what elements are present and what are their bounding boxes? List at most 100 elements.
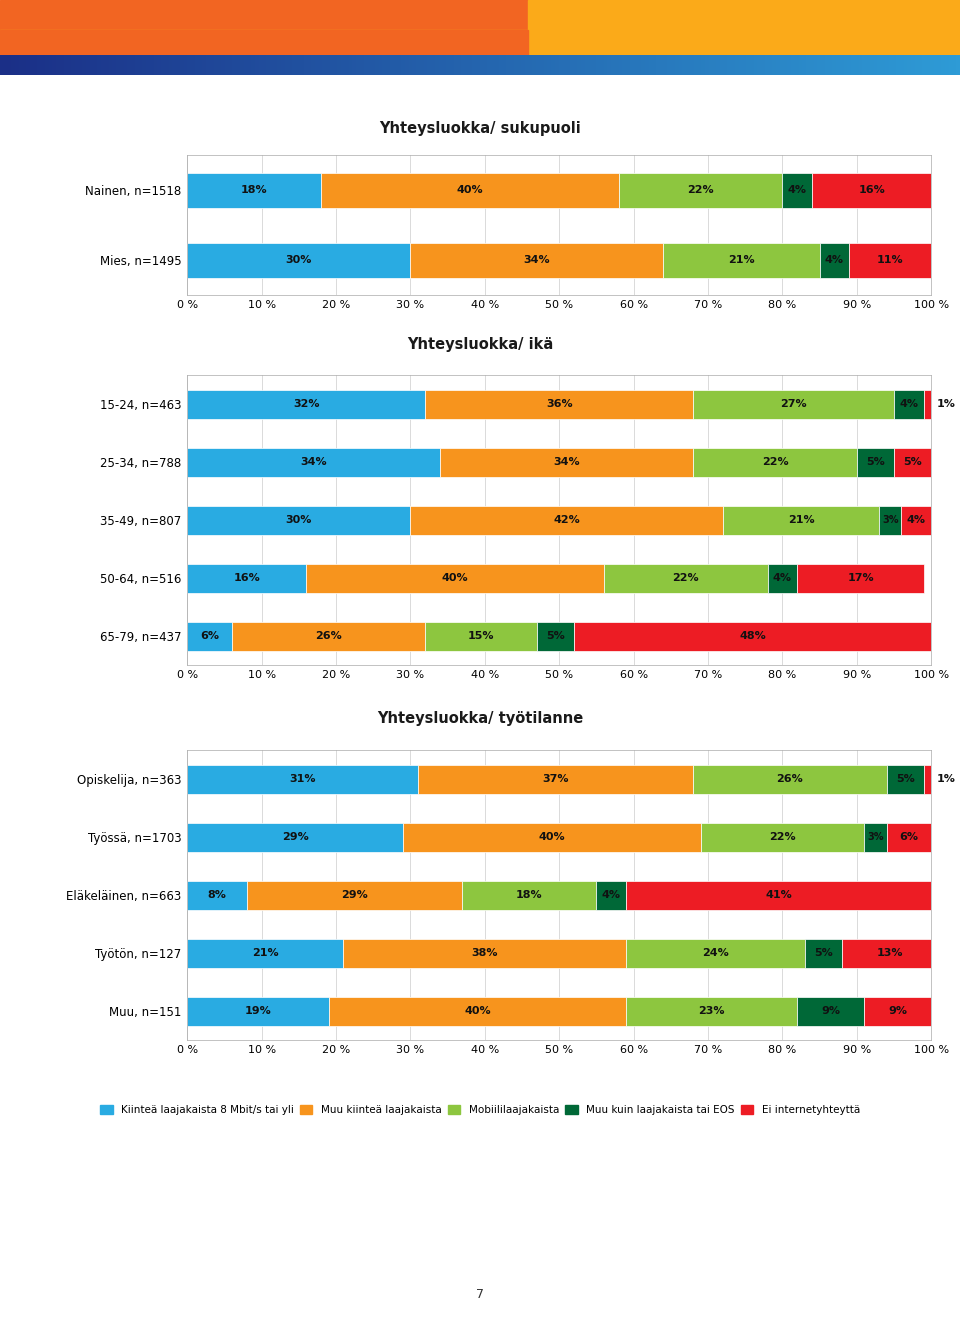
Text: Yhteysluokka/ sukupuoli: Yhteysluokka/ sukupuoli xyxy=(379,121,581,135)
Bar xyxy=(701,823,864,851)
Text: 48%: 48% xyxy=(739,631,766,641)
Text: 22%: 22% xyxy=(769,832,796,842)
Text: 23%: 23% xyxy=(699,1006,725,1016)
Text: Yhteysluokka/ ikä: Yhteysluokka/ ikä xyxy=(407,338,553,352)
Bar xyxy=(768,564,797,592)
Bar xyxy=(596,880,626,910)
Text: 32%: 32% xyxy=(293,399,320,409)
Text: 16%: 16% xyxy=(233,574,260,583)
Text: 1%: 1% xyxy=(937,775,956,784)
Text: 6%: 6% xyxy=(900,832,919,842)
Text: 5%: 5% xyxy=(866,457,885,468)
Bar xyxy=(604,564,767,592)
Text: 27%: 27% xyxy=(780,399,806,409)
Text: 22%: 22% xyxy=(672,574,699,583)
Bar xyxy=(0,31,528,55)
Bar xyxy=(187,765,418,793)
Bar xyxy=(306,564,604,592)
Text: 11%: 11% xyxy=(877,255,903,265)
Bar xyxy=(187,823,403,851)
Text: 4%: 4% xyxy=(602,890,621,900)
Legend: Kiinteä laajakaista 8 Mbit/s tai yli, Muu kiinteä laajakaista, Mobiililaajakaist: Kiinteä laajakaista 8 Mbit/s tai yli, Mu… xyxy=(100,1106,860,1115)
Bar xyxy=(440,448,693,477)
Bar xyxy=(425,622,537,650)
Bar xyxy=(693,390,894,418)
Text: 3%: 3% xyxy=(882,515,899,525)
Bar xyxy=(879,505,901,535)
Text: 5%: 5% xyxy=(814,947,832,958)
Text: 21%: 21% xyxy=(252,947,278,958)
Text: 29%: 29% xyxy=(341,890,368,900)
Bar xyxy=(321,173,619,208)
Bar xyxy=(187,173,321,208)
Text: 4%: 4% xyxy=(900,399,919,409)
Text: 21%: 21% xyxy=(788,515,814,525)
Bar xyxy=(693,765,886,793)
Text: 30%: 30% xyxy=(286,255,312,265)
Bar xyxy=(528,0,960,55)
Bar xyxy=(782,173,812,208)
Bar xyxy=(574,622,931,650)
Text: 22%: 22% xyxy=(687,185,714,196)
Bar xyxy=(344,938,626,967)
Bar xyxy=(187,505,411,535)
Text: 3%: 3% xyxy=(867,832,883,842)
Bar xyxy=(0,31,960,55)
Bar xyxy=(418,765,693,793)
Text: 34%: 34% xyxy=(523,255,550,265)
Bar xyxy=(894,448,931,477)
Bar xyxy=(626,938,804,967)
Bar xyxy=(411,243,663,277)
Bar xyxy=(187,938,344,967)
Text: 40%: 40% xyxy=(464,1006,491,1016)
Bar xyxy=(403,823,701,851)
Text: 26%: 26% xyxy=(777,775,804,784)
Text: 40%: 40% xyxy=(539,832,565,842)
Bar xyxy=(247,880,463,910)
Text: 18%: 18% xyxy=(241,185,268,196)
Text: 18%: 18% xyxy=(516,890,542,900)
Text: 1%: 1% xyxy=(937,399,956,409)
Text: 40%: 40% xyxy=(442,574,468,583)
Bar xyxy=(886,823,931,851)
Bar xyxy=(187,997,328,1025)
Bar xyxy=(463,880,596,910)
Bar xyxy=(187,243,411,277)
Text: 4%: 4% xyxy=(773,574,792,583)
Bar xyxy=(723,505,879,535)
Bar xyxy=(663,243,820,277)
Text: 34%: 34% xyxy=(553,457,580,468)
Text: 22%: 22% xyxy=(761,457,788,468)
Text: 24%: 24% xyxy=(702,947,729,958)
Text: 9%: 9% xyxy=(821,1006,840,1016)
Text: 7: 7 xyxy=(476,1289,484,1301)
Bar xyxy=(626,997,797,1025)
Bar xyxy=(187,448,440,477)
Bar xyxy=(797,564,924,592)
Text: 13%: 13% xyxy=(877,947,903,958)
Bar xyxy=(693,448,856,477)
Text: 41%: 41% xyxy=(765,890,792,900)
Text: 8%: 8% xyxy=(207,890,227,900)
Text: 19%: 19% xyxy=(245,1006,272,1016)
Text: 5%: 5% xyxy=(896,775,915,784)
Bar xyxy=(626,880,931,910)
Bar xyxy=(820,243,850,277)
Text: 5%: 5% xyxy=(903,457,922,468)
Bar xyxy=(812,173,931,208)
Text: 34%: 34% xyxy=(300,457,327,468)
Text: Yhteysluokka/ työtilanne: Yhteysluokka/ työtilanne xyxy=(377,710,583,725)
Bar xyxy=(328,997,626,1025)
Bar xyxy=(187,622,232,650)
Text: 16%: 16% xyxy=(858,185,885,196)
Text: 29%: 29% xyxy=(281,832,308,842)
Text: 26%: 26% xyxy=(315,631,342,641)
Bar xyxy=(864,823,886,851)
Bar xyxy=(842,938,939,967)
Bar xyxy=(187,880,247,910)
Bar xyxy=(618,173,782,208)
Bar xyxy=(924,765,931,793)
Text: 5%: 5% xyxy=(546,631,564,641)
Bar xyxy=(886,765,924,793)
Bar xyxy=(187,564,306,592)
